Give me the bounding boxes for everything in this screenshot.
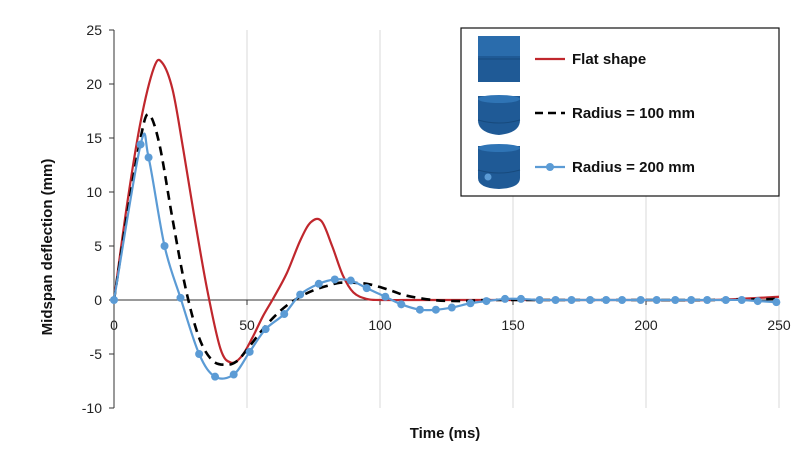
data-point xyxy=(482,297,491,306)
data-point xyxy=(703,296,712,304)
data-point xyxy=(516,294,525,303)
x-tick-label: 250 xyxy=(767,317,791,333)
data-point xyxy=(431,305,440,314)
y-axis-title: Midspan deflection (mm) xyxy=(39,159,56,336)
series-radius-200-mm xyxy=(110,132,781,381)
y-tick-label: 10 xyxy=(86,184,102,200)
y-tick-label: 5 xyxy=(94,238,102,254)
legend-item-radius-200: Radius = 200 mm xyxy=(477,144,695,189)
data-point xyxy=(602,296,611,304)
data-point xyxy=(110,296,118,304)
data-point xyxy=(501,294,510,303)
cylinder-radius-200-icon xyxy=(477,144,521,189)
data-point xyxy=(671,296,680,304)
legend-label-radius-200: Radius = 200 mm xyxy=(572,159,695,176)
x-tick-label: 100 xyxy=(368,317,392,333)
data-point xyxy=(211,372,220,381)
legend-label-flat-shape: Flat shape xyxy=(572,51,646,68)
x-tick-label: 150 xyxy=(501,317,525,333)
data-point xyxy=(381,292,390,301)
data-point xyxy=(652,296,661,304)
data-point xyxy=(721,296,730,304)
series-layer xyxy=(110,58,781,381)
data-point xyxy=(346,276,355,285)
data-point xyxy=(397,300,406,309)
data-point xyxy=(618,296,627,304)
cylinder-flat-icon xyxy=(478,36,520,82)
data-point xyxy=(447,303,456,312)
legend-label-radius-100: Radius = 100 mm xyxy=(572,105,695,122)
data-point xyxy=(415,305,424,314)
data-point xyxy=(144,153,153,162)
data-point xyxy=(261,325,270,334)
data-point xyxy=(362,284,371,293)
legend: Flat shape Radius = 100 mm Radius = 200 … xyxy=(460,27,780,197)
y-tick-label: 0 xyxy=(94,292,102,308)
legend-marker-radius-200 xyxy=(546,163,554,171)
data-point xyxy=(296,290,305,299)
cylinder-radius-100-icon xyxy=(477,95,521,135)
y-tick-label: 25 xyxy=(86,22,102,38)
y-tick-label: 15 xyxy=(86,130,102,146)
x-tick-label: 50 xyxy=(239,317,255,333)
data-point xyxy=(245,347,254,356)
data-point xyxy=(176,293,185,302)
data-point xyxy=(466,299,475,308)
data-point xyxy=(567,296,576,304)
legend-item-radius-100: Radius = 100 mm xyxy=(477,95,695,135)
data-point xyxy=(330,275,339,284)
data-point xyxy=(551,296,560,304)
y-tick-label: 20 xyxy=(86,76,102,92)
data-point xyxy=(772,298,781,307)
y-tick-label: -5 xyxy=(90,346,103,362)
data-point xyxy=(687,296,696,304)
x-tick-label: 0 xyxy=(110,317,118,333)
data-point xyxy=(229,370,238,379)
data-point xyxy=(280,310,289,319)
data-point xyxy=(195,350,204,358)
data-point xyxy=(136,140,145,149)
data-point xyxy=(535,296,544,304)
x-axis-title: Time (ms) xyxy=(410,425,481,442)
data-point xyxy=(160,242,169,250)
data-point xyxy=(636,296,645,304)
data-point xyxy=(737,296,746,304)
y-tick-label: -10 xyxy=(82,400,102,416)
x-tick-label: 200 xyxy=(634,317,658,333)
legend-item-flat-shape: Flat shape xyxy=(478,36,646,82)
data-point xyxy=(753,297,762,306)
data-point xyxy=(314,279,323,288)
data-point xyxy=(586,296,595,304)
